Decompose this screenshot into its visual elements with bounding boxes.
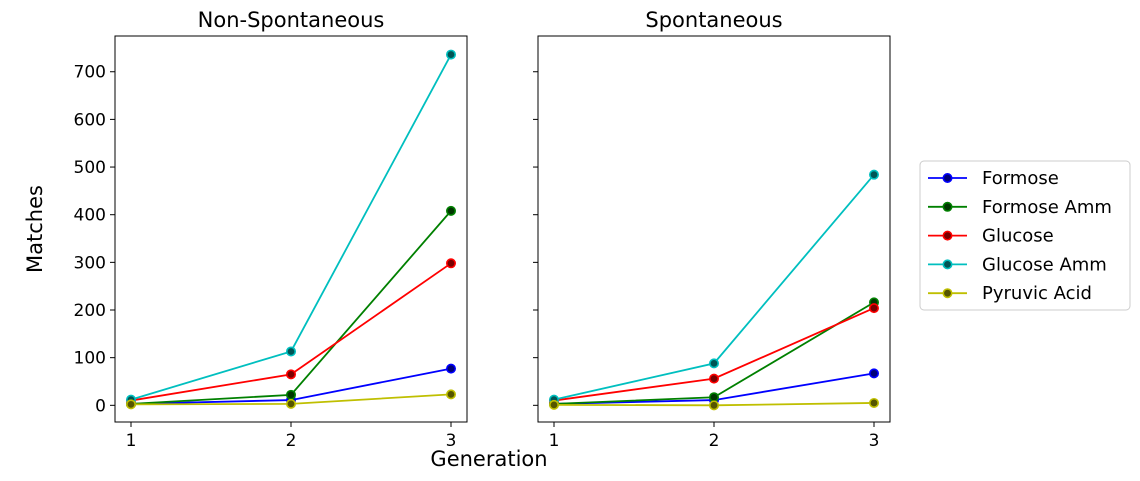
data-point-formose-amm bbox=[445, 205, 456, 216]
legend-box bbox=[919, 160, 1131, 311]
data-point-glucose bbox=[445, 258, 456, 269]
y-tick-label: 500 bbox=[74, 158, 106, 178]
legend-marker bbox=[942, 173, 953, 184]
data-point-glucose bbox=[285, 369, 296, 380]
x-tick-label: 3 bbox=[869, 431, 880, 451]
legend-marker bbox=[942, 288, 953, 299]
x-tick-label: 1 bbox=[126, 431, 137, 451]
legend-label: Glucose Amm bbox=[982, 254, 1107, 275]
legend-item-formose-amm: Formose Amm bbox=[928, 197, 1112, 218]
data-point-formose-amm bbox=[285, 389, 296, 400]
data-point-glucose-amm bbox=[445, 49, 456, 60]
legend-label: Glucose bbox=[982, 226, 1054, 247]
data-point-formose bbox=[445, 363, 456, 374]
legend-marker bbox=[942, 201, 953, 212]
data-point-glucose-amm bbox=[285, 346, 296, 357]
data-point-pyruvic-acid bbox=[868, 397, 879, 408]
data-point-glucose-amm bbox=[868, 169, 879, 180]
legend-item-glucose: Glucose bbox=[928, 226, 1054, 247]
series-line-glucose bbox=[553, 307, 875, 402]
plot-panels: Non-Spontaneous 1 2 3 0 100 200 300 400 500 600 700… bbox=[74, 8, 891, 451]
data-point-pyruvic-acid bbox=[126, 399, 137, 410]
data-point-formose-amm bbox=[708, 392, 719, 403]
legend-label: Pyruvic Acid bbox=[982, 283, 1092, 304]
x-tick-label: 2 bbox=[709, 431, 720, 451]
y-tick-label: 700 bbox=[74, 63, 106, 83]
data-point-pyruvic-acid bbox=[708, 400, 719, 411]
panel-spontaneous: Spontaneous 1 2 3 bbox=[533, 8, 891, 451]
data-point-glucose-amm bbox=[708, 358, 719, 369]
data-point-pyruvic-acid bbox=[445, 389, 456, 400]
y-tick-label: 400 bbox=[74, 206, 106, 226]
series-line-glucose bbox=[130, 262, 452, 402]
data-point-pyruvic-acid bbox=[548, 399, 559, 410]
data-point-glucose bbox=[708, 373, 719, 384]
legend-label: Formose Amm bbox=[982, 197, 1112, 218]
legend-item-formose: Formose bbox=[928, 168, 1059, 189]
y-tick-label: 0 bbox=[95, 396, 106, 416]
legend-item-pyruvic-acid: Pyruvic Acid bbox=[928, 283, 1092, 304]
y-axis-title: Matches bbox=[23, 185, 47, 273]
x-tick-label: 2 bbox=[286, 431, 297, 451]
panel-non-spontaneous: Non-Spontaneous 1 2 3 0 100 200 300 400 500 600 700 bbox=[74, 8, 468, 451]
x-tick-label: 1 bbox=[549, 431, 560, 451]
x-axis-title: Generation bbox=[430, 447, 547, 471]
data-point-pyruvic-acid bbox=[285, 398, 296, 409]
y-tick-label: 100 bbox=[74, 349, 106, 369]
data-point-formose bbox=[868, 368, 879, 379]
legend: Formose Formose Amm Glucose Glucose Amm Pyru… bbox=[919, 160, 1131, 311]
y-tick-label: 300 bbox=[74, 253, 106, 273]
y-tick-label: 600 bbox=[74, 110, 106, 130]
panel-title: Non-Spontaneous bbox=[198, 8, 385, 32]
data-point-glucose bbox=[868, 303, 879, 314]
panel-title: Spontaneous bbox=[645, 8, 782, 32]
legend-marker bbox=[942, 259, 953, 270]
x-tick-label: 3 bbox=[446, 431, 457, 451]
y-tick-label: 200 bbox=[74, 301, 106, 321]
legend-label: Formose bbox=[982, 168, 1059, 189]
plot-frame bbox=[114, 35, 468, 423]
legend-marker bbox=[942, 230, 953, 241]
legend-item-glucose-amm: Glucose Amm bbox=[928, 254, 1107, 275]
